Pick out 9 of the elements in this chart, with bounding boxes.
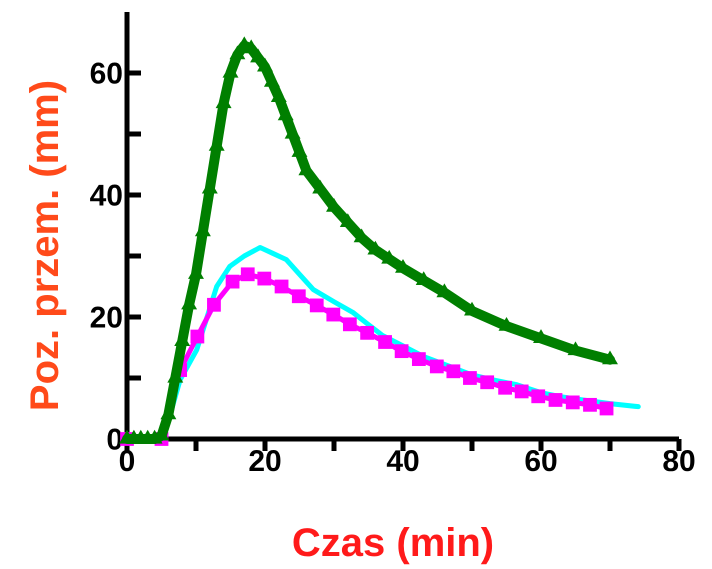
y-tick-label: 20: [90, 302, 123, 334]
y-axis-title: Poz. przem. (mm): [23, 80, 67, 412]
y-tick-label: 40: [90, 180, 123, 212]
x-tick-label: 40: [386, 445, 420, 478]
x-tick-label: 60: [524, 445, 558, 478]
y-tick-label: 60: [90, 58, 123, 90]
x-axis-title: Czas (min): [292, 521, 494, 565]
x-tick-label: 80: [662, 445, 696, 478]
x-tick-label: 20: [248, 445, 282, 478]
